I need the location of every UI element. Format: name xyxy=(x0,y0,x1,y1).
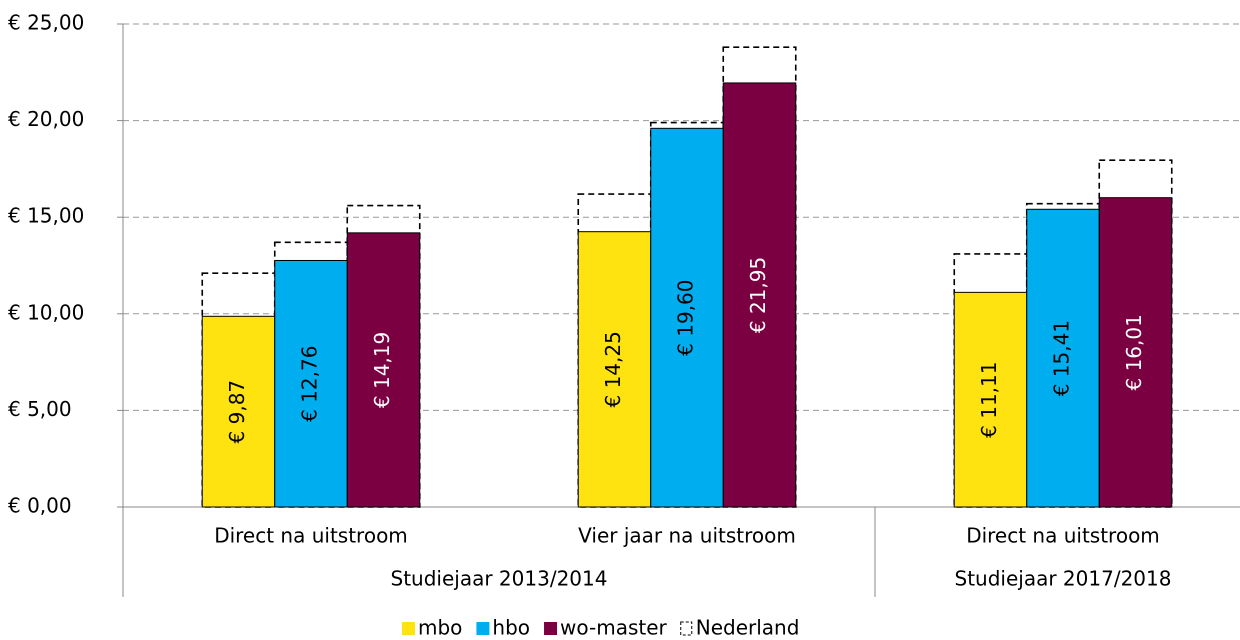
value-label: € 14,19 xyxy=(370,332,394,408)
y-tick-label: € 15,00 xyxy=(8,204,84,228)
value-label: € 16,01 xyxy=(1122,314,1146,390)
y-tick-label: € 25,00 xyxy=(8,11,84,35)
bar xyxy=(1098,197,1173,508)
value-label: € 19,60 xyxy=(674,279,698,355)
x-tick-label: Direct na uitstroom xyxy=(214,524,408,548)
bar xyxy=(201,315,276,508)
value-label: € 21,95 xyxy=(746,257,770,333)
legend-swatch xyxy=(402,622,415,635)
bar xyxy=(650,127,724,508)
legend-label: mbo xyxy=(418,616,462,640)
legend-label: hbo xyxy=(492,616,530,640)
x-tick-label: Vier jaar na uitstroom xyxy=(578,524,796,548)
value-label: € 11,11 xyxy=(977,362,1001,438)
y-tick-label: € 5,00 xyxy=(8,397,72,421)
bar xyxy=(722,82,797,508)
y-tick-label: € 10,00 xyxy=(8,300,84,324)
legend-label: wo-master xyxy=(560,616,667,640)
legend-label: Nederland xyxy=(696,616,800,640)
group-label: Studiejaar 2013/2014 xyxy=(391,567,608,591)
bar xyxy=(346,232,421,508)
value-label: € 9,87 xyxy=(225,380,249,444)
legend-swatch xyxy=(476,622,490,635)
x-tick-label: Direct na uitstroom xyxy=(966,524,1160,548)
bar xyxy=(577,231,652,508)
value-label: € 14,25 xyxy=(601,331,625,407)
value-label: € 15,41 xyxy=(1050,320,1074,396)
legend-swatch xyxy=(544,622,558,635)
y-tick-label: € 0,00 xyxy=(8,494,72,518)
y-tick-label: € 20,00 xyxy=(8,107,84,131)
bar xyxy=(953,291,1028,508)
group-label: Studiejaar 2017/2018 xyxy=(955,567,1172,591)
value-label: € 12,76 xyxy=(298,346,322,422)
legend-swatch xyxy=(680,621,693,636)
bar xyxy=(274,259,348,508)
